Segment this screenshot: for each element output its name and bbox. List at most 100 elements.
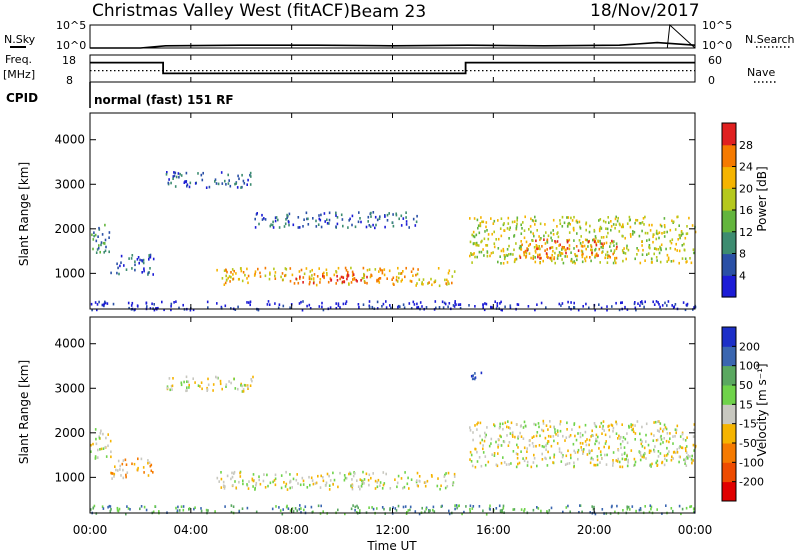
power-cell	[443, 301, 446, 305]
velocity-cell	[231, 475, 234, 479]
velocity-cell	[418, 475, 421, 478]
power-cell	[108, 231, 111, 234]
velocity-cell	[251, 379, 253, 383]
velocity-cell	[111, 472, 114, 475]
velocity-cell	[389, 487, 392, 490]
power-cell	[352, 278, 354, 281]
power-cell	[470, 252, 472, 255]
power-cell	[434, 300, 437, 303]
power-cell	[513, 248, 515, 252]
power-cell	[318, 217, 321, 221]
velocity-cell	[482, 509, 484, 513]
velocity-cell	[538, 444, 541, 447]
power-cell	[441, 300, 444, 304]
power-cell	[237, 278, 240, 281]
power-cell	[568, 221, 570, 225]
velocity-cell	[248, 480, 250, 483]
velocity-cell	[350, 484, 352, 488]
power-cell	[571, 219, 574, 222]
power-cell	[561, 252, 564, 255]
power-cell	[527, 305, 530, 308]
power-cell	[538, 253, 541, 257]
power-cell	[309, 307, 312, 310]
velocity-cell	[185, 375, 188, 379]
velocity-cell	[469, 426, 471, 429]
power-cell	[471, 233, 473, 237]
power-cell	[241, 173, 243, 177]
power-cell	[610, 225, 613, 228]
power-cell	[364, 281, 366, 284]
velocity-cell	[239, 475, 242, 478]
power-cell	[624, 252, 627, 255]
velocity-cell	[512, 508, 514, 511]
power-colorbar-swatch	[722, 253, 736, 276]
power-cell	[612, 252, 614, 256]
power-cell	[566, 216, 568, 219]
power-cell	[678, 224, 680, 227]
velocity-cell	[311, 511, 314, 514]
velocity-cell	[471, 507, 474, 510]
power-cell	[615, 215, 617, 219]
velocity-cell	[589, 450, 591, 453]
power-cell	[559, 243, 561, 247]
power-cell	[646, 239, 648, 242]
power-cell	[614, 217, 617, 221]
velocity-cell	[172, 377, 174, 380]
velocity-cell	[250, 378, 252, 381]
power-cell	[358, 305, 360, 309]
velocity-cell	[653, 421, 655, 424]
power-cell	[663, 217, 666, 220]
cpid-mode-label: normal (fast) 151 RF	[94, 93, 234, 107]
power-cell	[174, 171, 177, 175]
power-cell	[693, 251, 695, 255]
power-region-8	[90, 300, 697, 312]
velocity-cell	[608, 424, 610, 428]
power-cell	[503, 254, 506, 257]
power-cell	[561, 302, 564, 305]
power-cell	[315, 219, 317, 223]
velocity-cell	[252, 375, 254, 379]
velocity-cell	[581, 448, 583, 452]
power-cell	[224, 281, 227, 285]
velocity-cell	[147, 459, 149, 462]
power-cell	[143, 269, 145, 273]
velocity-cell	[344, 476, 347, 480]
power-cell	[485, 244, 487, 247]
velocity-cell	[579, 432, 582, 435]
power-cell	[384, 215, 386, 218]
power-cell	[339, 277, 341, 281]
power-cell	[568, 244, 571, 247]
power-cell	[454, 301, 456, 305]
power-cell	[173, 171, 175, 174]
velocity-cell	[107, 433, 109, 436]
power-cell	[604, 220, 607, 224]
power-cell	[307, 223, 310, 226]
velocity-cell	[474, 372, 476, 375]
velocity-cell	[561, 455, 564, 459]
power-cell	[301, 308, 304, 312]
velocity-cell	[511, 431, 514, 434]
velocity-cell	[534, 423, 537, 427]
velocity-cell	[593, 505, 595, 509]
velocity-cell	[368, 506, 370, 509]
power-cell	[167, 181, 170, 185]
velocity-cell	[278, 506, 280, 509]
velocity-cell	[541, 445, 544, 448]
power-cell	[593, 228, 596, 232]
power-cell	[344, 302, 347, 305]
velocity-cell	[471, 464, 474, 468]
power-cell	[416, 306, 418, 309]
velocity-cell	[246, 483, 248, 486]
velocity-cell	[611, 424, 614, 427]
power-cell	[184, 180, 186, 183]
velocity-cell	[474, 447, 477, 451]
power-cell	[235, 272, 237, 275]
power-cell	[590, 245, 593, 249]
power-cell	[675, 242, 677, 246]
power-cell	[622, 225, 624, 229]
xtick-label: 12:00	[375, 523, 410, 537]
power-cell	[481, 220, 483, 224]
power-cell	[253, 274, 256, 277]
power-cell	[405, 216, 407, 219]
velocity-cell	[497, 452, 499, 455]
